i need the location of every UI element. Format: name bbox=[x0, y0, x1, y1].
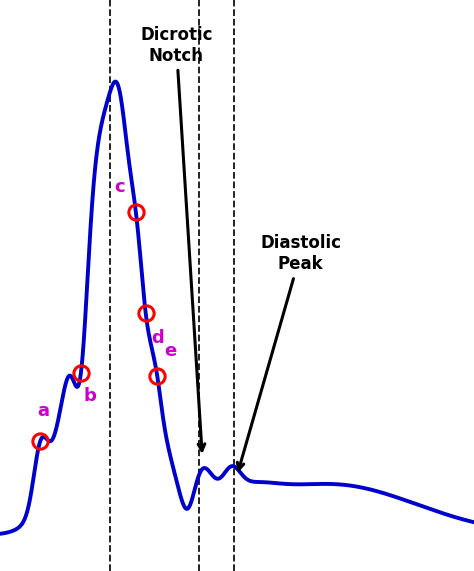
Text: c: c bbox=[114, 178, 125, 196]
Text: b: b bbox=[84, 387, 97, 405]
Text: e: e bbox=[164, 341, 176, 360]
Text: d: d bbox=[152, 329, 164, 347]
Text: a: a bbox=[37, 401, 50, 420]
Text: Dicrotic
Notch: Dicrotic Notch bbox=[140, 26, 212, 451]
Text: Diastolic
Peak: Diastolic Peak bbox=[237, 234, 341, 469]
